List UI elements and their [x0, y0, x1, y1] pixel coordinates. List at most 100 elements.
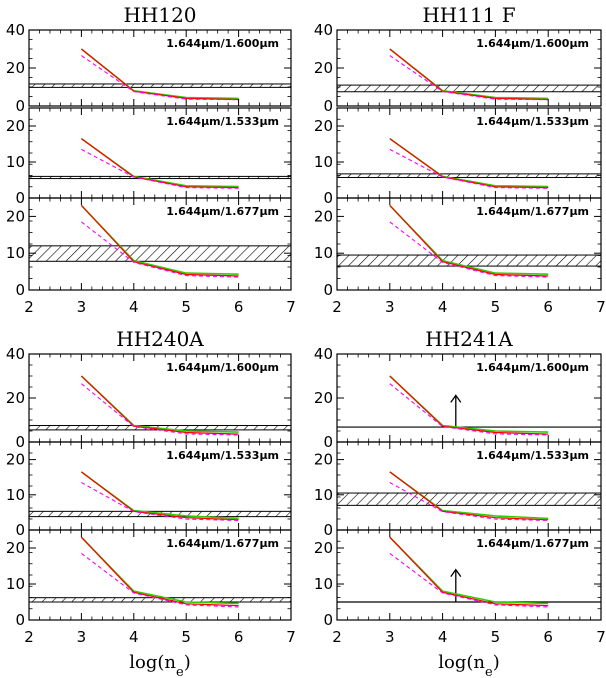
- x-tick-label: 5: [491, 298, 501, 316]
- y-tick-label: 0: [323, 433, 333, 451]
- observed-band: [336, 173, 602, 178]
- x-tick-label: 7: [286, 628, 296, 646]
- observed-band: [336, 492, 602, 506]
- subplot-0: 0 20 40 1.644μm/1.600μm: [314, 21, 602, 115]
- y-tick-label: 40: [314, 345, 333, 363]
- y-tick-label: 0: [15, 521, 25, 539]
- x-tick-label: 3: [385, 628, 395, 646]
- series-magenta-dashed: [81, 482, 239, 522]
- x-tick-label: 4: [129, 628, 139, 646]
- y-tick-label: 0: [15, 611, 25, 629]
- subplot-2: 0 10 20 1.644μm/1.677μm 2 3 4 5 6 7: [6, 529, 296, 646]
- series-magenta-dashed: [389, 552, 549, 608]
- ratio-label: 1.644μm/1.533μm: [166, 115, 279, 128]
- x-tick-label: 7: [596, 628, 606, 646]
- x-tick-label: 6: [234, 298, 244, 316]
- x-axis-label: log(ne): [438, 652, 499, 678]
- subplot-2: 0 10 20 1.644μm/1.677μm 2 3 4 5 6 7: [6, 197, 296, 316]
- y-tick-label: 10: [314, 244, 333, 262]
- series-red-solid: [389, 471, 549, 521]
- y-tick-label: 20: [314, 207, 333, 225]
- x-tick-label: 4: [438, 628, 448, 646]
- ratio-label: 1.644μm/1.533μm: [476, 115, 589, 128]
- panel-title: HH120: [123, 3, 196, 27]
- ratio-label: 1.644μm/1.677μm: [476, 205, 589, 218]
- ratio-label: 1.644μm/1.677μm: [166, 537, 279, 550]
- x-tick-label: 6: [234, 628, 244, 646]
- ratio-label: 1.644μm/1.677μm: [476, 537, 589, 550]
- series-green-solid: [389, 375, 549, 433]
- panel-0: HH120 0 20 40 1.644μm/1.600μm 0 10 20 1.644μm/1.…: [6, 3, 296, 316]
- subplot-1: 0 10 20 1.644μm/1.533μm: [314, 107, 602, 207]
- series-red-solid: [389, 204, 549, 277]
- y-tick-label: 0: [323, 611, 333, 629]
- y-tick-label: 10: [6, 244, 25, 262]
- y-tick-label: 20: [6, 207, 25, 225]
- x-tick-label: 7: [286, 298, 296, 316]
- y-tick-label: 40: [6, 345, 25, 363]
- ratio-label: 1.644μm/1.533μm: [166, 449, 279, 462]
- x-tick-label: 6: [543, 298, 553, 316]
- ratio-label: 1.644μm/1.533μm: [476, 449, 589, 462]
- series-red-solid: [389, 536, 549, 607]
- x-tick-label: 5: [181, 298, 191, 316]
- y-tick-label: 40: [6, 21, 25, 39]
- y-tick-label: 0: [323, 281, 333, 299]
- y-tick-label: 0: [323, 189, 333, 207]
- x-tick-label: 2: [332, 298, 342, 316]
- y-tick-label: 20: [314, 59, 333, 77]
- series-magenta-dashed: [81, 55, 239, 101]
- x-tick-label: 4: [438, 298, 448, 316]
- x-tick-label: 2: [24, 628, 34, 646]
- series-magenta-dashed: [81, 552, 239, 608]
- series-red-solid: [389, 138, 549, 189]
- series-red-solid: [80, 375, 239, 435]
- y-tick-label: 20: [6, 117, 25, 135]
- x-tick-label: 3: [77, 298, 87, 316]
- y-tick-label: 0: [15, 281, 25, 299]
- ratio-label: 1.644μm/1.600μm: [166, 37, 279, 50]
- subplot-0: 0 20 40 1.644μm/1.600μm: [314, 345, 602, 451]
- x-tick-label: 7: [596, 298, 606, 316]
- x-tick-label: 5: [491, 628, 501, 646]
- y-tick-label: 10: [6, 486, 25, 504]
- y-tick-label: 0: [323, 521, 333, 539]
- x-tick-label: 2: [24, 298, 34, 316]
- series-red-solid: [80, 536, 239, 607]
- series-magenta-dashed: [389, 383, 549, 436]
- series-magenta-dashed: [389, 55, 549, 101]
- y-tick-label: 0: [323, 97, 333, 115]
- y-tick-label: 20: [6, 59, 25, 77]
- x-axis-label: log(ne): [129, 652, 190, 678]
- ratio-label: 1.644μm/1.600μm: [476, 37, 589, 50]
- series-red-solid: [81, 48, 239, 101]
- series-green-solid: [80, 48, 239, 100]
- series-red-solid: [389, 375, 549, 435]
- series-magenta-dashed: [81, 148, 239, 189]
- y-tick-label: 20: [314, 117, 333, 135]
- x-tick-label: 3: [385, 298, 395, 316]
- panel-title: HH240A: [116, 327, 204, 351]
- observed-band: [28, 83, 292, 88]
- panel-title: HH241A: [425, 327, 513, 351]
- series-magenta-dashed: [389, 148, 549, 189]
- series-red-solid: [81, 471, 239, 521]
- x-tick-label: 5: [181, 628, 191, 646]
- y-tick-label: 10: [6, 153, 25, 171]
- subplot-1: 0 10 20 1.644μm/1.533μm: [6, 107, 292, 207]
- y-tick-label: 20: [6, 539, 25, 557]
- y-tick-label: 20: [6, 389, 25, 407]
- x-tick-label: 2: [332, 628, 342, 646]
- observed-band: [28, 175, 292, 180]
- series-green-solid: [80, 137, 239, 188]
- y-tick-label: 10: [6, 575, 25, 593]
- y-tick-label: 0: [15, 97, 25, 115]
- series-magenta-dashed: [81, 221, 239, 278]
- x-tick-label: 4: [129, 298, 139, 316]
- subplot-2: 0 10 20 1.644μm/1.677μm 2 3 4 5 6 7: [314, 197, 606, 316]
- ratio-label: 1.644μm/1.600μm: [476, 361, 589, 374]
